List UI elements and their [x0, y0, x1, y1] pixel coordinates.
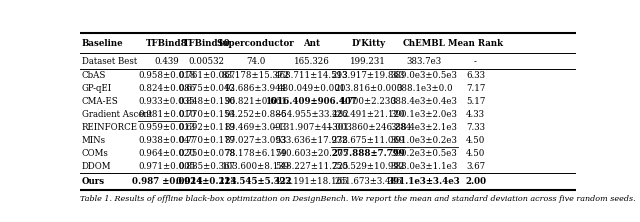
Text: 2.00: 2.00 — [465, 177, 486, 186]
Text: 6.33: 6.33 — [466, 71, 485, 80]
Text: 391.0e3±0.2e3: 391.0e3±0.2e3 — [391, 136, 458, 145]
Text: 4.50: 4.50 — [466, 149, 485, 158]
Text: 93.252±0.886: 93.252±0.886 — [225, 110, 287, 119]
Text: 388.4e3±0.4e3: 388.4e3±0.4e3 — [391, 97, 458, 106]
Text: 0.824±0.086: 0.824±0.086 — [138, 84, 196, 93]
Text: D'Kitty: D'Kitty — [351, 39, 385, 48]
Text: 0.987 ±0.0014: 0.987 ±0.0014 — [132, 177, 202, 186]
Text: 277.888±7.799: 277.888±7.799 — [332, 149, 405, 158]
Text: 4.33: 4.33 — [466, 110, 485, 119]
Text: 113.545±5.322: 113.545±5.322 — [219, 177, 292, 186]
Text: 1016.409±906.407: 1016.409±906.407 — [266, 97, 358, 106]
Text: CbAS: CbAS — [82, 71, 106, 80]
Text: 0.958±0.018: 0.958±0.018 — [138, 71, 196, 80]
Text: 165.326: 165.326 — [294, 57, 330, 66]
Text: 388.0e3±1.1e3: 388.0e3±1.1e3 — [390, 162, 458, 171]
Text: Ours: Ours — [82, 177, 105, 186]
Text: 383.7e3: 383.7e3 — [406, 57, 442, 66]
Text: Superconductor: Superconductor — [217, 39, 294, 48]
Text: 468.711±14.593: 468.711±14.593 — [275, 71, 348, 80]
Text: 0.971±0.005: 0.971±0.005 — [138, 162, 196, 171]
Text: 0.770±0.177: 0.770±0.177 — [178, 136, 236, 145]
Text: 0.924±0.224: 0.924±0.224 — [176, 177, 237, 186]
Text: 250.529±10.992: 250.529±10.992 — [332, 162, 405, 171]
Text: 226.491±21.120: 226.491±21.120 — [332, 110, 405, 119]
Text: −301.860±246.284: −301.860±246.284 — [325, 123, 412, 132]
Text: 103.600±8.139: 103.600±8.139 — [221, 162, 290, 171]
Text: DDOM: DDOM — [82, 162, 111, 171]
Text: COMs: COMs — [82, 149, 109, 158]
Text: 7.33: 7.33 — [466, 123, 485, 132]
Text: 0.675±0.043: 0.675±0.043 — [179, 84, 235, 93]
Text: 89.469±3.093: 89.469±3.093 — [225, 123, 287, 132]
Text: 0.00532: 0.00532 — [189, 57, 225, 66]
Text: GP-qEI: GP-qEI — [82, 84, 112, 93]
Text: 0.938±0.047: 0.938±0.047 — [138, 136, 196, 145]
Text: 213.816±0.000: 213.816±0.000 — [334, 84, 403, 93]
Text: 90.821±0.661: 90.821±0.661 — [224, 97, 287, 106]
Text: 0.692±0.113: 0.692±0.113 — [178, 123, 236, 132]
Text: 391.1e3±3.4e3: 391.1e3±3.4e3 — [388, 177, 461, 186]
Text: Table 1. Results of offline black-box optimization on DesignBench. We report the: Table 1. Results of offline black-box op… — [80, 195, 636, 203]
Text: MINs: MINs — [82, 136, 106, 145]
Text: 388.1e3±0.0: 388.1e3±0.0 — [396, 84, 452, 93]
Text: 533.636±17.938: 533.636±17.938 — [275, 136, 348, 145]
Text: TFBind8: TFBind8 — [146, 39, 188, 48]
Text: 0.959±0.013: 0.959±0.013 — [138, 123, 196, 132]
Text: 7.17: 7.17 — [466, 84, 485, 93]
Text: ChEMBL: ChEMBL — [403, 39, 445, 48]
Text: 78.178±6.179: 78.178±6.179 — [224, 149, 287, 158]
Text: 0.981±0.010: 0.981±0.010 — [138, 110, 196, 119]
Text: 493.191±18.165: 493.191±18.165 — [275, 177, 348, 186]
Text: Gradient Ascent: Gradient Ascent — [82, 110, 152, 119]
Text: 92.686±3.944: 92.686±3.944 — [225, 84, 287, 93]
Text: 480.049±0.000: 480.049±0.000 — [277, 84, 346, 93]
Text: 272.675±11.069: 272.675±11.069 — [332, 136, 405, 145]
Text: Ant: Ant — [303, 39, 320, 48]
Text: CMA-ES: CMA-ES — [82, 97, 119, 106]
Text: 0.761±0.067: 0.761±0.067 — [178, 71, 236, 80]
Text: 388.4e3±2.1e3: 388.4e3±2.1e3 — [391, 123, 458, 132]
Text: 199.231: 199.231 — [350, 57, 386, 66]
Text: 74.0: 74.0 — [246, 57, 265, 66]
Text: -: - — [474, 57, 477, 66]
Text: 0.885±0.367: 0.885±0.367 — [178, 162, 236, 171]
Text: 540.603±20.205: 540.603±20.205 — [275, 149, 348, 158]
Text: TFBind10: TFBind10 — [183, 39, 230, 48]
Text: 0.964±0.020: 0.964±0.020 — [138, 149, 196, 158]
Text: 390.1e3±2.0e3: 390.1e3±2.0e3 — [391, 110, 458, 119]
Text: 83.178±15.372: 83.178±15.372 — [221, 71, 289, 80]
Text: 261.673±3.486: 261.673±3.486 — [334, 177, 402, 186]
Text: 548.227±11.725: 548.227±11.725 — [275, 162, 348, 171]
Text: 0.770±0.154: 0.770±0.154 — [178, 110, 236, 119]
Text: −54.955±33.482: −54.955±33.482 — [275, 110, 349, 119]
Text: 5.17: 5.17 — [466, 97, 485, 106]
Text: 0.439: 0.439 — [155, 57, 179, 66]
Text: 0.750±0.078: 0.750±0.078 — [178, 149, 236, 158]
Text: −131.907±41.003: −131.907±41.003 — [271, 123, 352, 132]
Text: 213.917±19.863: 213.917±19.863 — [332, 71, 405, 80]
Text: REINFORCE: REINFORCE — [82, 123, 138, 132]
Text: 389.0e3±0.5e3: 389.0e3±0.5e3 — [391, 71, 458, 80]
Text: 4.700±2.230: 4.700±2.230 — [340, 97, 397, 106]
Text: Mean Rank: Mean Rank — [448, 39, 503, 48]
Text: Dataset Best: Dataset Best — [82, 57, 137, 66]
Text: 390.2e3±0.5e3: 390.2e3±0.5e3 — [391, 149, 458, 158]
Text: 0.933±0.035: 0.933±0.035 — [139, 97, 195, 106]
Text: 3.67: 3.67 — [466, 162, 485, 171]
Text: 4.50: 4.50 — [466, 136, 485, 145]
Text: Baseline: Baseline — [82, 39, 124, 48]
Text: 0.848±0.136: 0.848±0.136 — [178, 97, 236, 106]
Text: 89.027±3.093: 89.027±3.093 — [225, 136, 287, 145]
